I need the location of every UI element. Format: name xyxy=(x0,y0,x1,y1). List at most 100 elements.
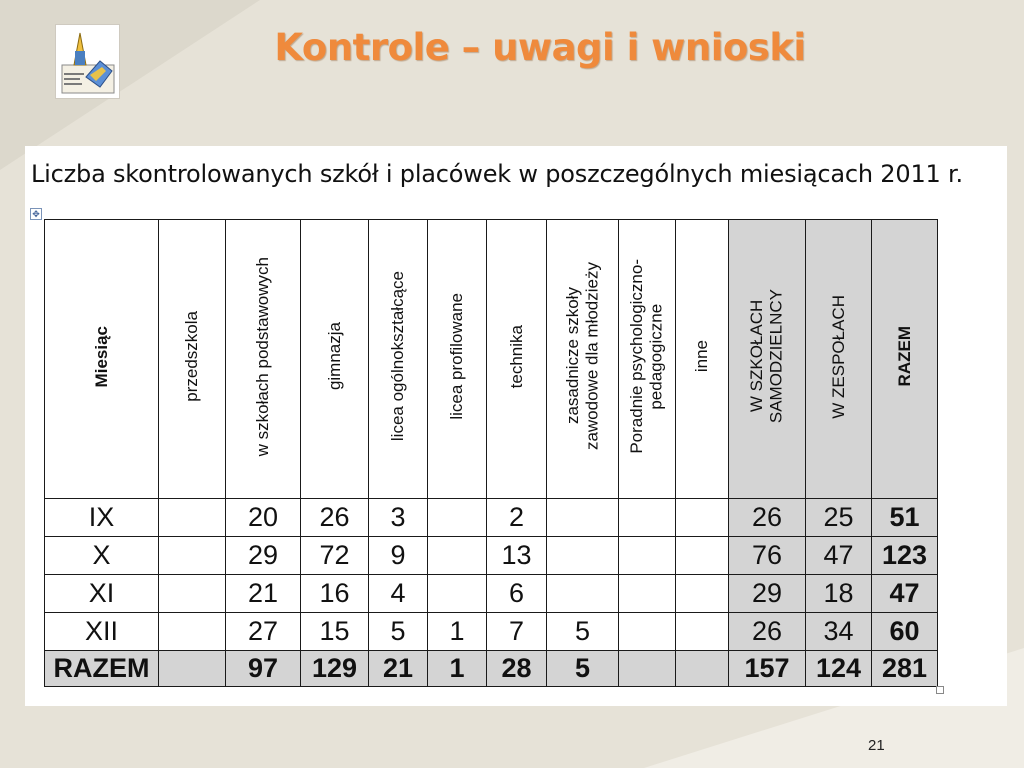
table-cell: 21 xyxy=(368,650,428,687)
table-cell xyxy=(158,498,226,537)
header-preschools: przedszkola xyxy=(158,219,226,499)
table-cell xyxy=(427,536,487,575)
header-label: technika xyxy=(506,324,526,389)
table-cell: 47 xyxy=(805,536,872,575)
table-cell xyxy=(675,650,729,687)
table-cell xyxy=(158,650,226,687)
table-cell xyxy=(546,498,619,537)
table-cell: 124 xyxy=(805,650,872,687)
table-cell xyxy=(675,498,729,537)
table-row: X 29 72 9 13 76 47 123 xyxy=(44,536,938,575)
table-cell: 29 xyxy=(225,536,301,575)
table-row: XII 27 15 5 1 7 5 26 34 60 xyxy=(44,612,938,651)
cell-row-total: 60 xyxy=(871,612,938,651)
table-row: XI 21 16 4 6 29 18 47 xyxy=(44,574,938,613)
header-label: licea ogólnokształcące xyxy=(388,271,408,442)
header-other: inne xyxy=(675,219,729,499)
table-cell: 4 xyxy=(368,574,428,613)
table-cell: 157 xyxy=(728,650,806,687)
table-cell: 5 xyxy=(368,612,428,651)
table-cell: 20 xyxy=(225,498,301,537)
cell-month: XII xyxy=(44,612,159,651)
background-shape-top-left xyxy=(0,0,260,170)
header-label: zasadnicze szkoły zawodowe dla młodzieży xyxy=(562,262,602,451)
table-cell: 6 xyxy=(486,574,547,613)
table-cell xyxy=(618,612,676,651)
header-label: RAZEM xyxy=(894,326,914,387)
table-cell: 97 xyxy=(225,650,301,687)
slide-title: Kontrole – uwagi i wnioski xyxy=(274,26,806,69)
table-cell: 72 xyxy=(300,536,369,575)
cell-grand-total: 281 xyxy=(871,650,938,687)
table-cell xyxy=(618,498,676,537)
page-number: 21 xyxy=(868,737,885,754)
cell-total-label: RAZEM xyxy=(44,650,159,687)
table-cell xyxy=(675,536,729,575)
table-cell: 3 xyxy=(368,498,428,537)
table-cell: 1 xyxy=(427,612,487,651)
header-label: inne xyxy=(692,340,712,373)
header-label: Poradnie psychologiczno- pedagogiczne xyxy=(627,259,666,454)
table-cell: 9 xyxy=(368,536,428,575)
table-resize-handle[interactable] xyxy=(936,686,944,694)
table-cell xyxy=(427,498,487,537)
header-label: przedszkola xyxy=(182,311,202,402)
table-cell: 7 xyxy=(486,612,547,651)
table-cell: 34 xyxy=(805,612,872,651)
header-vocational-schools: zasadnicze szkoły zawodowe dla młodzieży xyxy=(546,219,619,499)
table-cell: 1 xyxy=(427,650,487,687)
table-cell: 76 xyxy=(728,536,806,575)
logo-graphic xyxy=(61,32,115,94)
table-cell xyxy=(427,574,487,613)
institution-logo xyxy=(55,24,120,99)
header-month: Miesiąc xyxy=(44,219,159,499)
header-school-complexes: W ZESPOŁACH xyxy=(805,219,872,499)
table-cell xyxy=(618,536,676,575)
table-cell: 15 xyxy=(300,612,369,651)
table-cell: 25 xyxy=(805,498,872,537)
table-header-row: Miesiąc przedszkola w szkołach podstawow… xyxy=(44,219,938,499)
cell-month: IX xyxy=(44,498,159,537)
table-cell: 27 xyxy=(225,612,301,651)
header-label: gimnazja xyxy=(324,322,344,391)
table-cell xyxy=(618,574,676,613)
cell-row-total: 47 xyxy=(871,574,938,613)
table-cell xyxy=(675,574,729,613)
header-counseling-centers: Poradnie psychologiczno- pedagogiczne xyxy=(618,219,676,499)
table-cell: 26 xyxy=(728,498,806,537)
header-middle-schools: gimnazja xyxy=(300,219,369,499)
table-total-row: RAZEM 97 129 21 1 28 5 157 124 281 xyxy=(44,650,938,687)
table-cell xyxy=(158,574,226,613)
table-cell: 18 xyxy=(805,574,872,613)
table-cell xyxy=(158,536,226,575)
header-general-high-schools: licea ogólnokształcące xyxy=(368,219,428,499)
table-cell xyxy=(618,650,676,687)
table-cell: 5 xyxy=(546,650,619,687)
table-cell: 129 xyxy=(300,650,369,687)
header-label: w szkołach podstawowych xyxy=(253,256,273,457)
header-label: Miesiąc xyxy=(91,325,111,388)
header-label: W ZESPOŁACH xyxy=(828,294,848,419)
header-independent-schools: W SZKOŁACH SAMODZIELNCY xyxy=(728,219,806,499)
table-cell: 21 xyxy=(225,574,301,613)
table-cell: 5 xyxy=(546,612,619,651)
header-technical-schools: technika xyxy=(486,219,547,499)
table-cell: 16 xyxy=(300,574,369,613)
header-profiled-high-schools: licea profilowane xyxy=(427,219,487,499)
cell-month: X xyxy=(44,536,159,575)
table-cell: 13 xyxy=(486,536,547,575)
embedded-document: Liczba skontrolowanych szkół i placówek … xyxy=(25,146,1007,706)
table-cell xyxy=(546,574,619,613)
cell-row-total: 51 xyxy=(871,498,938,537)
header-label: licea profilowane xyxy=(447,293,467,420)
cell-month: XI xyxy=(44,574,159,613)
cell-row-total: 123 xyxy=(871,536,938,575)
header-total: RAZEM xyxy=(871,219,938,499)
document-heading: Liczba skontrolowanych szkół i placówek … xyxy=(31,160,963,188)
table-cell: 29 xyxy=(728,574,806,613)
table-move-handle-icon[interactable]: ✥ xyxy=(30,208,42,220)
table-cell: 26 xyxy=(300,498,369,537)
table-cell xyxy=(158,612,226,651)
table-cell xyxy=(675,612,729,651)
table-row: IX 20 26 3 2 26 25 51 xyxy=(44,498,938,537)
